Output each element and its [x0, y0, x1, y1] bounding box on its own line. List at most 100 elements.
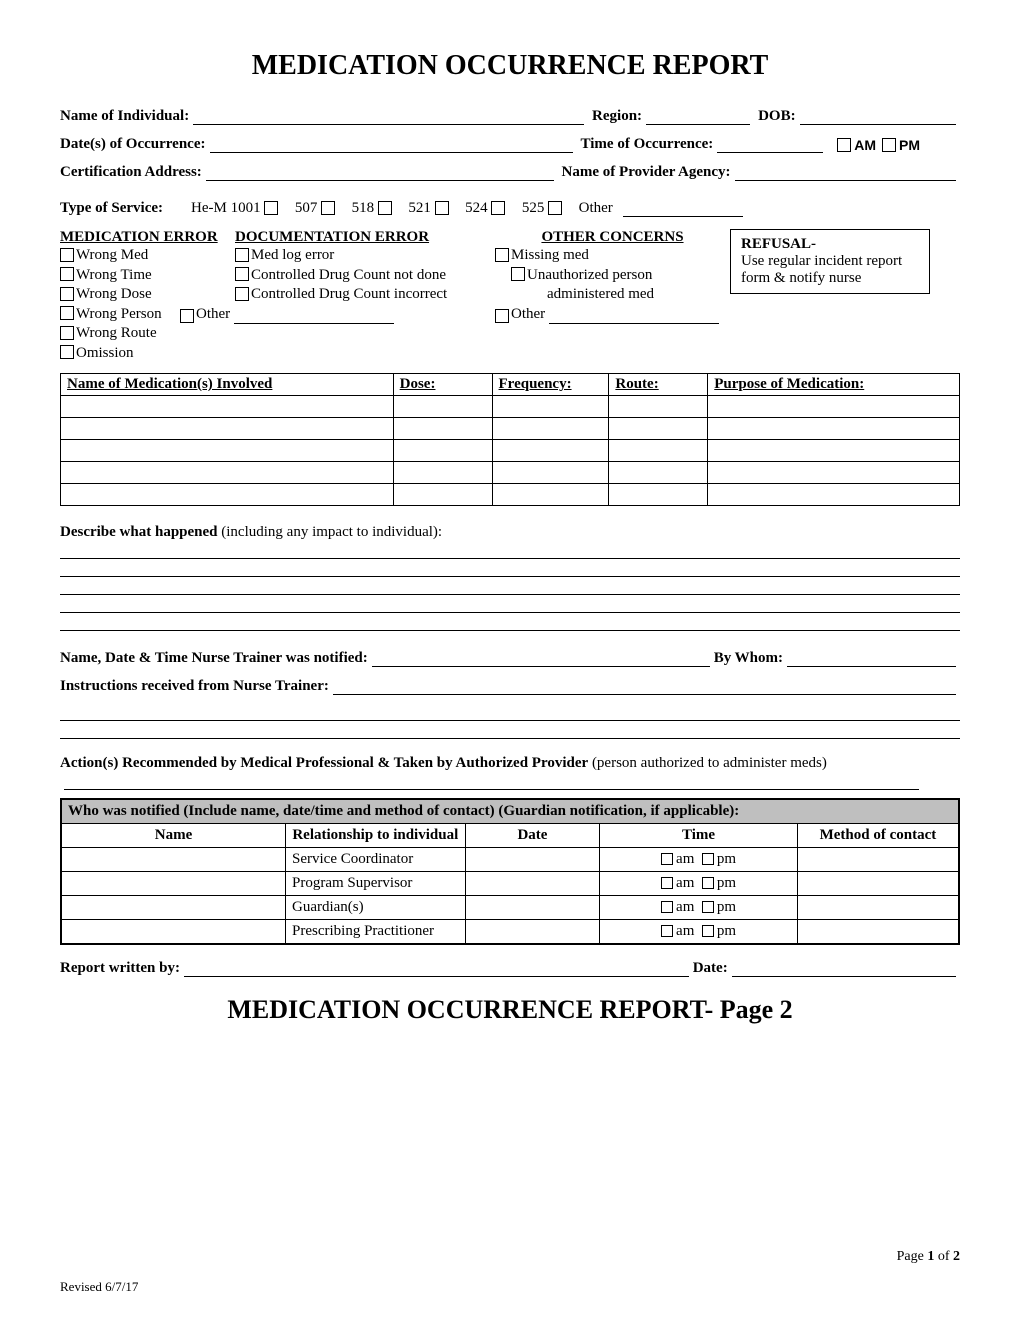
- notif-time-cell[interactable]: am pm: [600, 848, 798, 872]
- med-table-cell[interactable]: [61, 484, 394, 506]
- field-svc-other[interactable]: [623, 199, 743, 217]
- checkbox-doc-error[interactable]: [235, 248, 249, 262]
- describe-line[interactable]: [60, 615, 960, 631]
- notif-name-cell[interactable]: [61, 896, 286, 920]
- checkbox-med-error[interactable]: [60, 345, 74, 359]
- notif-time-cell[interactable]: am pm: [600, 872, 798, 896]
- checkbox-med-error[interactable]: [60, 267, 74, 281]
- checkbox-svc-521[interactable]: [435, 201, 449, 215]
- notif-method-cell[interactable]: [797, 848, 959, 872]
- describe-bold: Describe what happened: [60, 524, 218, 540]
- notif-method-cell[interactable]: [797, 872, 959, 896]
- notif-date-cell[interactable]: [465, 872, 600, 896]
- med-table-cell[interactable]: [609, 396, 708, 418]
- notif-method-cell[interactable]: [797, 896, 959, 920]
- describe-line[interactable]: [60, 579, 960, 595]
- med-table-cell[interactable]: [492, 418, 609, 440]
- med-table-cell[interactable]: [393, 418, 492, 440]
- checkbox-svc-518[interactable]: [378, 201, 392, 215]
- checkbox-svc-525[interactable]: [548, 201, 562, 215]
- notif-time-cell[interactable]: am pm: [600, 896, 798, 920]
- med-table-cell[interactable]: [61, 396, 394, 418]
- field-doc-other[interactable]: [234, 308, 394, 324]
- checkbox-notif-am[interactable]: [661, 925, 673, 937]
- checkbox-svc-524[interactable]: [491, 201, 505, 215]
- checkbox-doc-error[interactable]: [235, 267, 249, 281]
- med-table-cell[interactable]: [492, 396, 609, 418]
- field-report-written[interactable]: [184, 959, 689, 977]
- checkbox-svc-507[interactable]: [321, 201, 335, 215]
- field-region[interactable]: [646, 107, 750, 125]
- describe-line[interactable]: [60, 597, 960, 613]
- checkbox-svc-He-M-1001[interactable]: [264, 201, 278, 215]
- med-table-cell[interactable]: [492, 484, 609, 506]
- field-provider-agency[interactable]: [735, 163, 956, 181]
- checkbox-notif-am[interactable]: [661, 853, 673, 865]
- field-cert-address[interactable]: [206, 163, 554, 181]
- describe-line[interactable]: [60, 543, 960, 559]
- field-instructions[interactable]: [333, 677, 956, 695]
- checkbox-notif-pm[interactable]: [702, 901, 714, 913]
- field-date[interactable]: [732, 959, 956, 977]
- checkbox-doc-other[interactable]: [180, 309, 194, 323]
- checkbox-notif-am[interactable]: [661, 901, 673, 913]
- checkbox-am[interactable]: [837, 138, 851, 152]
- checkbox-notif-am[interactable]: [661, 877, 673, 889]
- checkbox-notif-pm[interactable]: [702, 853, 714, 865]
- notif-relationship-cell: Service Coordinator: [286, 848, 466, 872]
- checkbox-missing-med[interactable]: [495, 248, 509, 262]
- med-table-cell[interactable]: [492, 440, 609, 462]
- med-table-cell[interactable]: [708, 418, 960, 440]
- med-table-cell[interactable]: [609, 440, 708, 462]
- checkbox-other-other[interactable]: [495, 309, 509, 323]
- field-name-individual[interactable]: [193, 107, 584, 125]
- checkbox-pm[interactable]: [882, 138, 896, 152]
- med-table-cell[interactable]: [393, 484, 492, 506]
- med-table-cell[interactable]: [61, 462, 394, 484]
- med-table-cell[interactable]: [609, 462, 708, 484]
- checkbox-unauthorized[interactable]: [511, 267, 525, 281]
- instructions-line[interactable]: [60, 723, 960, 739]
- doc-error-item: Controlled Drug Count not done: [235, 266, 495, 286]
- checkbox-doc-error[interactable]: [235, 287, 249, 301]
- med-table-cell[interactable]: [393, 462, 492, 484]
- notif-name-cell[interactable]: [61, 872, 286, 896]
- field-actions[interactable]: [64, 772, 919, 790]
- notif-date-cell[interactable]: [465, 848, 600, 872]
- page-title: MEDICATION OCCURRENCE REPORT: [60, 50, 960, 82]
- describe-section: Describe what happened (including any im…: [60, 524, 960, 631]
- med-table-cell[interactable]: [393, 396, 492, 418]
- checkbox-med-error[interactable]: [60, 306, 74, 320]
- med-table-cell[interactable]: [492, 462, 609, 484]
- med-table-header: Dose:: [393, 374, 492, 396]
- checkbox-med-error[interactable]: [60, 287, 74, 301]
- med-table-cell[interactable]: [609, 418, 708, 440]
- checkbox-notif-pm[interactable]: [702, 877, 714, 889]
- med-table-cell[interactable]: [708, 484, 960, 506]
- instructions-line[interactable]: [60, 705, 960, 721]
- checkbox-med-error[interactable]: [60, 326, 74, 340]
- field-nurse-notified[interactable]: [372, 649, 710, 667]
- field-dob[interactable]: [800, 107, 956, 125]
- med-table-cell[interactable]: [393, 440, 492, 462]
- notif-time-cell[interactable]: am pm: [600, 920, 798, 945]
- med-table-cell[interactable]: [708, 462, 960, 484]
- page-title-2: MEDICATION OCCURRENCE REPORT- Page 2: [60, 995, 960, 1025]
- notif-date-cell[interactable]: [465, 920, 600, 945]
- med-table-cell[interactable]: [61, 440, 394, 462]
- field-by-whom[interactable]: [787, 649, 956, 667]
- med-table-cell[interactable]: [708, 396, 960, 418]
- field-other-other[interactable]: [549, 308, 719, 324]
- notif-name-cell[interactable]: [61, 920, 286, 945]
- field-dates-occurrence[interactable]: [210, 135, 573, 153]
- notif-date-cell[interactable]: [465, 896, 600, 920]
- checkbox-notif-pm[interactable]: [702, 925, 714, 937]
- checkbox-med-error[interactable]: [60, 248, 74, 262]
- med-table-cell[interactable]: [708, 440, 960, 462]
- notif-method-cell[interactable]: [797, 920, 959, 945]
- med-table-cell[interactable]: [609, 484, 708, 506]
- notif-name-cell[interactable]: [61, 848, 286, 872]
- field-time-occurrence[interactable]: [717, 135, 823, 153]
- med-table-cell[interactable]: [61, 418, 394, 440]
- describe-line[interactable]: [60, 561, 960, 577]
